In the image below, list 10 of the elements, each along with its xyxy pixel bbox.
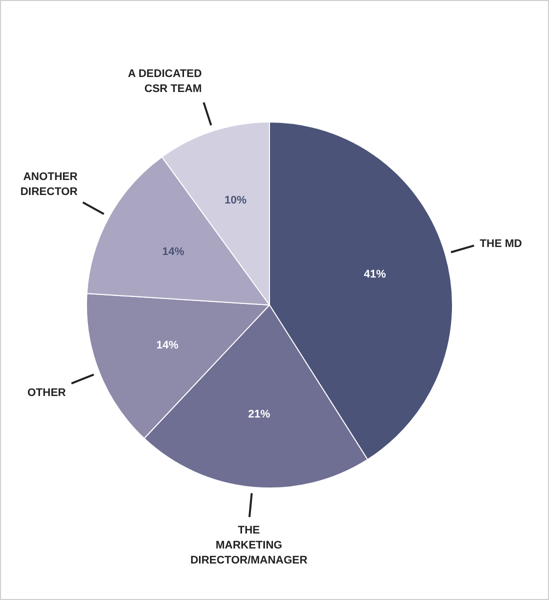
slice-label: THE MD — [480, 238, 522, 250]
slice-label: THE MARKETING DIRECTOR/MANAGER — [190, 524, 308, 567]
data-label: 10% — [224, 194, 247, 207]
slice-label: OTHER — [27, 387, 66, 400]
data-label: 14% — [162, 246, 184, 258]
data-label: 41% — [364, 268, 386, 280]
slice-label: A DEDICATED CSR TEAM — [128, 68, 202, 96]
slice-label: ANOTHER DIRECTOR — [20, 171, 78, 198]
data-label: 14% — [156, 339, 179, 352]
data-label: 21% — [248, 408, 270, 420]
